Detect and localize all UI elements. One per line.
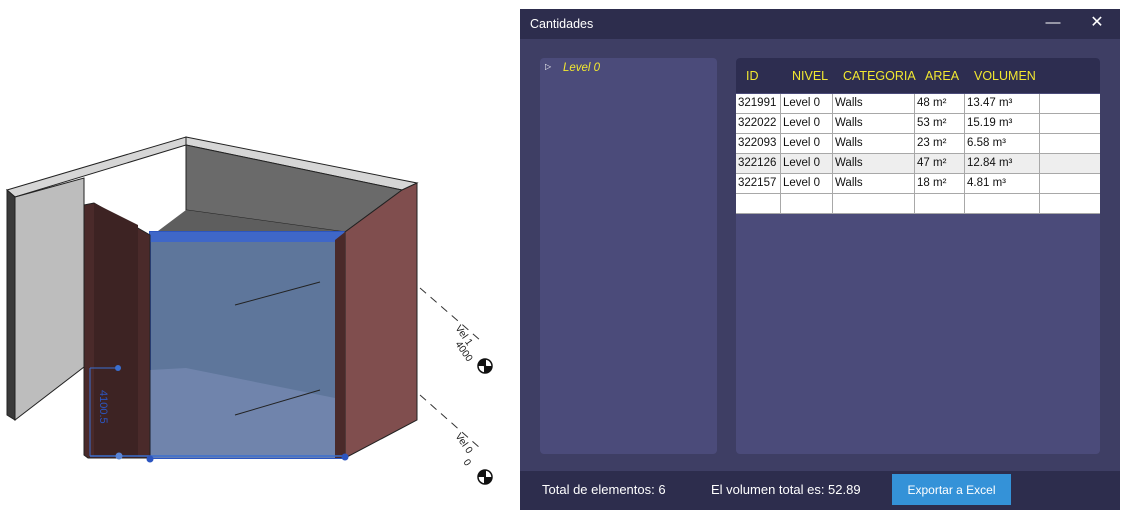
level-line-1 xyxy=(419,287,481,341)
table-body: 321991 Level 0 Walls 48 m² 13.47 m³ 3220… xyxy=(736,94,1100,214)
window-title: Cantidades xyxy=(530,17,594,31)
cell-area[interactable]: 47 m² xyxy=(915,154,965,173)
cell-empty[interactable] xyxy=(1040,194,1100,213)
cell-empty[interactable] xyxy=(1040,114,1100,133)
level-0-head-icon[interactable] xyxy=(477,469,493,485)
column-header-area[interactable]: AREA xyxy=(925,69,960,83)
cantidades-window: Cantidades — ✕ ▷ Level 0 ID NIVEL CATEGOR… xyxy=(520,9,1120,510)
cell-nivel[interactable]: Level 0 xyxy=(781,174,833,193)
export-excel-button[interactable]: Exportar a Excel xyxy=(892,474,1011,505)
table-row[interactable]: 322093 Level 0 Walls 23 m² 6.58 m³ xyxy=(736,134,1100,154)
column-header-nivel[interactable]: NIVEL xyxy=(792,69,829,83)
cell-volumen[interactable]: 12.84 m³ xyxy=(965,154,1040,173)
level-tree-panel: ▷ Level 0 xyxy=(540,58,717,454)
table-header: ID NIVEL CATEGORIA AREA VOLUMEN xyxy=(736,58,1100,93)
wall-model-view[interactable]: 4100.5 Vel 1 4000 Vel 0 0 xyxy=(0,0,515,523)
table-row-selected[interactable]: 322126 Level 0 Walls 47 m² 12.84 m³ xyxy=(736,154,1100,174)
cell-nivel[interactable] xyxy=(781,194,833,213)
column-header-volumen[interactable]: VOLUMEN xyxy=(974,69,1036,83)
column-header-id[interactable]: ID xyxy=(746,69,759,83)
hatch-line xyxy=(234,281,321,306)
wall-back-left-edge xyxy=(6,188,16,421)
minimize-button[interactable]: — xyxy=(1045,14,1061,31)
quantities-table: ID NIVEL CATEGORIA AREA VOLUMEN 321991 L… xyxy=(736,58,1100,454)
level-0-name: Vel 0 xyxy=(453,431,475,456)
window-content: ▷ Level 0 ID NIVEL CATEGORIA AREA VOLUMEN… xyxy=(520,39,1120,471)
cell-area[interactable]: 23 m² xyxy=(915,134,965,153)
control-point[interactable] xyxy=(146,455,154,463)
control-point[interactable] xyxy=(115,452,123,460)
cell-id[interactable]: 322126 xyxy=(736,154,781,173)
cell-id[interactable]: 322093 xyxy=(736,134,781,153)
cell-empty[interactable] xyxy=(1040,154,1100,173)
wall-back-left-face[interactable] xyxy=(14,177,85,422)
table-row[interactable]: 321991 Level 0 Walls 48 m² 13.47 m³ xyxy=(736,94,1100,114)
selected-wall-upper xyxy=(150,232,345,242)
cell-empty[interactable] xyxy=(1040,174,1100,193)
cell-id[interactable]: 321991 xyxy=(736,94,781,113)
cell-empty[interactable] xyxy=(1040,134,1100,153)
cell-nivel[interactable]: Level 0 xyxy=(781,114,833,133)
table-row[interactable]: 322022 Level 0 Walls 53 m² 15.19 m³ xyxy=(736,114,1100,134)
cell-volumen[interactable]: 13.47 m³ xyxy=(965,94,1040,113)
cell-categoria[interactable]: Walls xyxy=(833,134,915,153)
expand-arrow-icon[interactable]: ▷ xyxy=(545,62,552,71)
close-button[interactable]: ✕ xyxy=(1090,14,1104,31)
cell-volumen[interactable]: 4.81 m³ xyxy=(965,174,1040,193)
level-line-0 xyxy=(419,394,481,449)
cell-nivel[interactable]: Level 0 xyxy=(781,94,833,113)
cell-categoria[interactable]: Walls xyxy=(833,174,915,193)
cell-volumen[interactable] xyxy=(965,194,1040,213)
cell-area[interactable]: 18 m² xyxy=(915,174,965,193)
tree-item-label: Level 0 xyxy=(563,62,601,74)
wall-front-right-edge xyxy=(335,232,345,458)
title-bar[interactable]: Cantidades — ✕ xyxy=(520,9,1120,39)
cell-categoria[interactable]: Walls xyxy=(833,94,915,113)
cell-categoria[interactable] xyxy=(833,194,915,213)
dimension-label[interactable]: 4100.5 xyxy=(97,390,109,424)
total-elements-label: Total de elementos: 6 xyxy=(542,482,666,497)
cell-volumen[interactable]: 6.58 m³ xyxy=(965,134,1040,153)
column-header-categoria[interactable]: CATEGORIA xyxy=(843,69,916,83)
hatch-line xyxy=(234,389,321,416)
cell-empty[interactable] xyxy=(1040,94,1100,113)
cell-id[interactable]: 322157 xyxy=(736,174,781,193)
cell-nivel[interactable]: Level 0 xyxy=(781,134,833,153)
control-point[interactable] xyxy=(115,365,121,371)
cell-area[interactable]: 53 m² xyxy=(915,114,965,133)
cell-nivel[interactable]: Level 0 xyxy=(781,154,833,173)
control-point[interactable] xyxy=(341,453,349,461)
total-volume-label: El volumen total es: 52.89 xyxy=(711,482,861,497)
level-1-head-icon[interactable] xyxy=(477,358,493,374)
cell-area[interactable] xyxy=(915,194,965,213)
revit-3d-viewport[interactable]: 4100.5 Vel 1 4000 Vel 0 0 xyxy=(0,0,515,523)
cell-id[interactable] xyxy=(736,194,781,213)
cell-volumen[interactable]: 15.19 m³ xyxy=(965,114,1040,133)
wall-back-left[interactable] xyxy=(5,136,187,198)
level-0-elevation: 0 xyxy=(461,457,473,468)
table-row[interactable]: 322157 Level 0 Walls 18 m² 4.81 m³ xyxy=(736,174,1100,194)
cell-categoria[interactable]: Walls xyxy=(833,114,915,133)
wall-front-right[interactable] xyxy=(344,182,418,459)
tree-item-level-0[interactable]: ▷ Level 0 xyxy=(545,62,600,74)
wall-front-left-face xyxy=(94,203,138,458)
table-row-new[interactable] xyxy=(736,194,1100,214)
cell-categoria[interactable]: Walls xyxy=(833,154,915,173)
cell-area[interactable]: 48 m² xyxy=(915,94,965,113)
footer-bar: Total de elementos: 6 El volumen total e… xyxy=(520,471,1120,510)
cell-id[interactable]: 322022 xyxy=(736,114,781,133)
